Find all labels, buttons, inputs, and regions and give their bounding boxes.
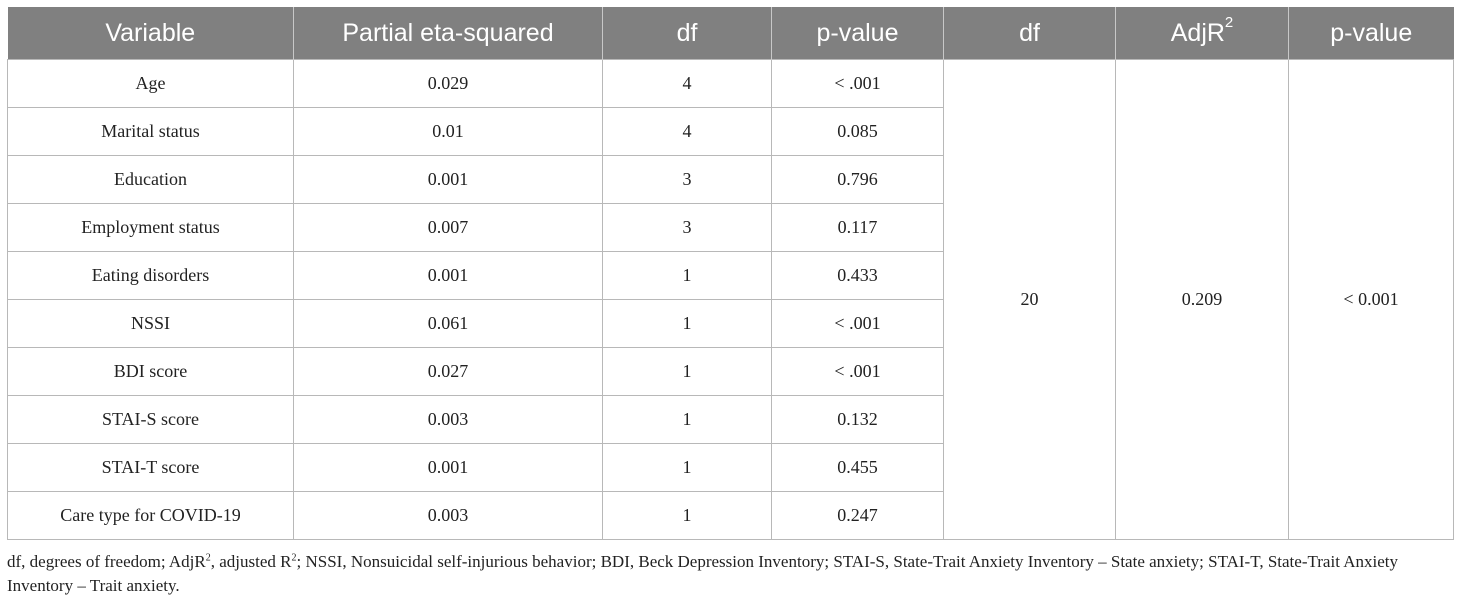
table-row: STAI-S score 0.003 1 0.132 — [7, 395, 1454, 444]
cell-df: 1 — [602, 347, 772, 396]
footnote-part3: ; NSSI, Nonsuicidal self-injurious behav… — [7, 552, 1398, 595]
cell-df: 1 — [602, 443, 772, 492]
cell-partial-eta-squared: 0.007 — [293, 203, 603, 252]
cell-p-value: < .001 — [771, 299, 944, 348]
header-adjr-label: AdjR — [1170, 18, 1225, 47]
cell-p-value: 0.796 — [771, 155, 944, 204]
cell-partial-eta-squared: 0.001 — [293, 155, 603, 204]
cell-df: 4 — [602, 59, 772, 108]
cell-variable: Education — [7, 155, 294, 204]
cell-p-value: 0.433 — [771, 251, 944, 300]
cell-partial-eta-squared: 0.001 — [293, 251, 603, 300]
cell-df: 3 — [602, 203, 772, 252]
cell-variable: Eating disorders — [7, 251, 294, 300]
table-row: NSSI 0.061 1 < .001 — [7, 299, 1454, 348]
footnote-part2: , adjusted R — [210, 552, 292, 571]
cell-model-p-value: < 0.001 — [1288, 59, 1454, 540]
cell-df: 1 — [602, 299, 772, 348]
cell-model-df: 20 — [943, 59, 1116, 540]
header-model-df: df — [943, 7, 1116, 60]
table-row: STAI-T score 0.001 1 0.455 — [7, 443, 1454, 492]
cell-variable: Marital status — [7, 107, 294, 156]
cell-p-value: 0.117 — [771, 203, 944, 252]
table-row: Eating disorders 0.001 1 0.433 — [7, 251, 1454, 300]
cell-p-value: 0.085 — [771, 107, 944, 156]
table-row: Marital status 0.01 4 0.085 — [7, 107, 1454, 156]
cell-variable: STAI-S score — [7, 395, 294, 444]
header-p-value: p-value — [771, 7, 944, 60]
footnote-sup1: 2 — [205, 552, 211, 564]
cell-partial-eta-squared: 0.003 — [293, 395, 603, 444]
table-row: Employment status 0.007 3 0.117 — [7, 203, 1454, 252]
header-model-p-value: p-value — [1288, 7, 1454, 60]
table-body: Age 0.029 4 < .001 20 0.209 < 0.001 Marital sta… — [7, 59, 1454, 540]
cell-partial-eta-squared: 0.001 — [293, 443, 603, 492]
header-adjr-superscript: 2 — [1224, 14, 1234, 32]
header-adjr2: AdjR2 — [1115, 7, 1289, 60]
table-footnote: df, degrees of freedom; AdjR2, adjusted … — [7, 550, 1453, 598]
regression-table-container: Variable Partial eta-squared df p-value … — [7, 7, 1454, 540]
cell-variable: Care type for COVID-19 — [7, 491, 294, 540]
cell-df: 1 — [602, 251, 772, 300]
cell-variable: NSSI — [7, 299, 294, 348]
table-row: BDI score 0.027 1 < .001 — [7, 347, 1454, 396]
cell-partial-eta-squared: 0.003 — [293, 491, 603, 540]
cell-p-value: 0.132 — [771, 395, 944, 444]
cell-variable: Age — [7, 59, 294, 108]
cell-df: 4 — [602, 107, 772, 156]
header-row: Variable Partial eta-squared df p-value … — [7, 7, 1454, 60]
cell-partial-eta-squared: 0.061 — [293, 299, 603, 348]
cell-variable: STAI-T score — [7, 443, 294, 492]
footnote-part1: df, degrees of freedom; AdjR — [7, 552, 206, 571]
table-row: Education 0.001 3 0.796 — [7, 155, 1454, 204]
cell-df: 1 — [602, 395, 772, 444]
cell-variable: BDI score — [7, 347, 294, 396]
cell-df: 3 — [602, 155, 772, 204]
cell-partial-eta-squared: 0.027 — [293, 347, 603, 396]
header-partial-eta-squared: Partial eta-squared — [293, 7, 603, 60]
cell-p-value: 0.247 — [771, 491, 944, 540]
cell-variable: Employment status — [7, 203, 294, 252]
table-header: Variable Partial eta-squared df p-value … — [7, 7, 1454, 60]
header-df: df — [602, 7, 772, 60]
cell-p-value: < .001 — [771, 59, 944, 108]
regression-table: Variable Partial eta-squared df p-value … — [7, 7, 1454, 540]
cell-p-value: 0.455 — [771, 443, 944, 492]
header-variable: Variable — [7, 7, 294, 60]
table-row: Age 0.029 4 < .001 20 0.209 < 0.001 — [7, 59, 1454, 540]
cell-partial-eta-squared: 0.029 — [293, 59, 603, 108]
cell-partial-eta-squared: 0.01 — [293, 107, 603, 156]
cell-df: 1 — [602, 491, 772, 540]
footnote-sup2: 2 — [291, 552, 297, 564]
table-row: Care type for COVID-19 0.003 1 0.247 — [7, 491, 1454, 540]
cell-model-adjr2: 0.209 — [1115, 59, 1289, 540]
cell-p-value: < .001 — [771, 347, 944, 396]
